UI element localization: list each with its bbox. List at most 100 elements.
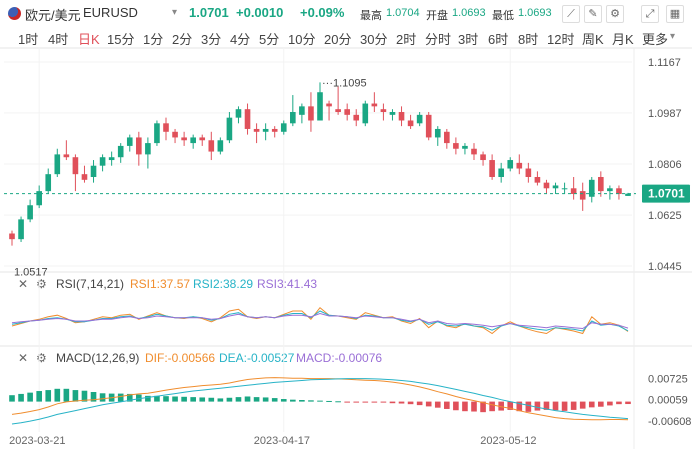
- candle-body: [299, 106, 305, 115]
- rsi-line-3: [11, 312, 629, 330]
- macd-histogram-bar: [290, 399, 296, 402]
- tab-2h[interactable]: 2时: [396, 32, 417, 47]
- price-tick-label: 1.0806: [648, 159, 682, 171]
- candle-body: [90, 165, 97, 177]
- macd-histogram-bar: [63, 388, 70, 402]
- rsi-settings-icon[interactable]: ⚙: [36, 277, 47, 291]
- macd-histogram-bar: [516, 401, 523, 412]
- symbol-name[interactable]: 欧元/美元: [25, 8, 81, 23]
- macd-histogram-bar: [598, 401, 604, 407]
- high-label: 最高: [360, 10, 382, 22]
- tab-3h[interactable]: 3时: [458, 32, 479, 47]
- tab-1m[interactable]: 1分: [143, 32, 164, 47]
- candle-body: [36, 191, 42, 206]
- macd-close-icon[interactable]: ✕: [18, 351, 29, 365]
- candle-body: [145, 143, 151, 155]
- tab-intraday[interactable]: 分时: [425, 32, 452, 47]
- candle-body: [9, 233, 15, 240]
- grid-icon[interactable]: ▦: [666, 5, 684, 23]
- macd-histogram-bar: [27, 392, 33, 402]
- macd-histogram-bar: [570, 401, 577, 410]
- tab-1h[interactable]: 1时: [18, 32, 39, 47]
- macd-histogram-bar: [217, 398, 224, 402]
- price-change-pct: +0.09%: [300, 5, 345, 20]
- macd-settings-icon[interactable]: ⚙: [36, 351, 47, 365]
- candle-body: [262, 128, 269, 132]
- macd-dea-value: DEA:-0.00527: [219, 351, 295, 365]
- macd-histogram-bar: [371, 401, 378, 403]
- tab-15m[interactable]: 15分: [107, 32, 135, 47]
- candle-body: [280, 123, 287, 132]
- macd-histogram-bar: [317, 400, 323, 402]
- macd-histogram-bar: [280, 399, 287, 402]
- macd-histogram-bar: [625, 401, 631, 405]
- macd-label: MACD(12,26,9): [56, 351, 140, 365]
- gear-icon[interactable]: ⚙: [606, 5, 624, 23]
- macd-tick-label: 0.00059: [648, 395, 688, 407]
- macd-histogram-bar: [163, 396, 169, 402]
- tab-daily[interactable]: 日K: [78, 32, 100, 47]
- candle-body: [18, 219, 24, 240]
- macd-histogram-bar: [543, 401, 550, 410]
- candle-body: [108, 157, 115, 161]
- macd-histogram-bar: [380, 401, 387, 403]
- candle-body: [117, 145, 124, 158]
- macd-histogram-bar: [507, 401, 514, 410]
- macd-histogram-bar: [425, 401, 432, 407]
- tab-10m[interactable]: 10分: [288, 32, 316, 47]
- candle-body: [507, 160, 514, 169]
- macd-histogram-bar: [90, 392, 97, 402]
- tab-monthly[interactable]: 月K: [612, 32, 634, 47]
- candle-body: [444, 131, 450, 144]
- tab-12h[interactable]: 12时: [547, 32, 575, 47]
- more-chevron-icon[interactable]: ▾: [670, 31, 676, 42]
- candle-body: [489, 160, 495, 177]
- macd-histogram-bar: [616, 401, 622, 405]
- candle-body: [471, 148, 477, 155]
- min-price-annotation: 1.0517: [14, 267, 48, 279]
- rsi-close-icon[interactable]: ✕: [18, 277, 29, 291]
- tab-2m[interactable]: 2分: [172, 32, 193, 47]
- low-label: 最低: [492, 10, 514, 22]
- macd-dif-value: DIF:-0.00566: [145, 351, 216, 365]
- candle-body: [434, 128, 441, 138]
- symbol-dropdown-icon[interactable]: ▾: [172, 7, 178, 18]
- open-label: 开盘: [426, 10, 448, 22]
- tab-20m[interactable]: 20分: [324, 32, 352, 47]
- tab-8h[interactable]: 8时: [518, 32, 539, 47]
- draw-pencil-icon[interactable]: ✎: [584, 5, 602, 23]
- tab-4h[interactable]: 4时: [48, 32, 69, 47]
- macd-histogram-bar: [199, 397, 206, 402]
- macd-histogram-bar: [235, 397, 242, 402]
- rsi-label: RSI(7,14,21): [56, 277, 125, 291]
- macd-histogram-bar: [262, 397, 269, 402]
- tab-4m[interactable]: 4分: [230, 32, 251, 47]
- macd-histogram-bar: [462, 401, 468, 412]
- candle-body: [317, 92, 323, 121]
- macd-tick-label: 0.00725: [648, 373, 688, 385]
- price-tick-label: 1.1167: [648, 57, 681, 69]
- tab-30m[interactable]: 30分: [360, 32, 388, 47]
- macd-histogram-bar: [489, 401, 495, 412]
- tab-6h[interactable]: 6时: [488, 32, 509, 47]
- candle-body: [625, 193, 631, 196]
- expand-icon[interactable]: ⤢: [641, 5, 659, 23]
- macd-histogram-bar: [561, 401, 568, 411]
- tab-weekly[interactable]: 周K: [582, 32, 604, 47]
- tab-3m[interactable]: 3分: [201, 32, 222, 47]
- symbol-code[interactable]: EURUSD: [83, 5, 138, 20]
- symbol-header: 欧元/美元 EURUSD ▾ 1.0701 +0.0010 +0.09% 最高 …: [0, 0, 692, 26]
- candle-body: [534, 176, 541, 183]
- macd-histogram-bar: [344, 401, 350, 403]
- candle-body: [235, 109, 242, 118]
- tab-5m[interactable]: 5分: [259, 32, 280, 47]
- tab-more[interactable]: 更多: [642, 32, 669, 47]
- candle-body: [99, 157, 106, 166]
- candle-body: [290, 112, 296, 124]
- line-chart-icon[interactable]: ⟋: [562, 5, 580, 23]
- macd-histogram-bar: [72, 390, 79, 402]
- open-value: 1.0693: [452, 7, 486, 19]
- macd-histogram-bar: [579, 401, 586, 409]
- macd-histogram-bar: [416, 401, 423, 406]
